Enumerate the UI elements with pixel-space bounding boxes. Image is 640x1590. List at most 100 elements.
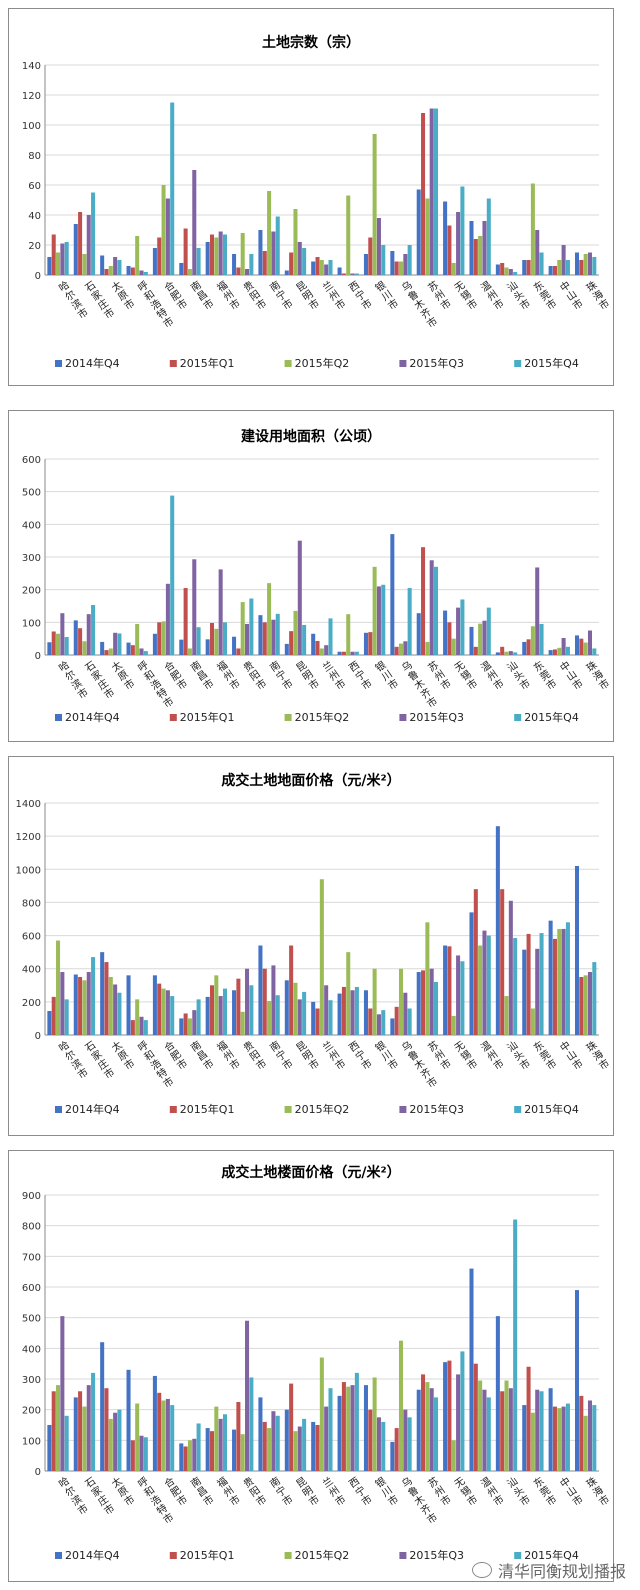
legend-swatch [169,1552,177,1559]
x-tick-label: 南昌市 [188,658,216,692]
x-tick-label: 南宁市 [267,658,295,692]
bar [86,614,91,655]
bar [429,560,434,655]
legend-label: 2015年Q1 [180,1548,235,1562]
x-tick-label: 南宁市 [267,278,295,312]
bar [126,975,131,1035]
legend-label: 2015年Q4 [524,1548,579,1562]
bar [478,236,483,275]
bar [394,1428,399,1471]
legend-swatch [399,360,407,367]
bar [192,1010,197,1035]
y-tick-label: 400 [22,965,41,976]
x-tick-label: 兰州市 [320,658,348,692]
legend-label: 2014年Q4 [65,1548,120,1562]
x-tick-label: 昆明市 [294,659,322,693]
bar [165,583,170,655]
bar [245,1320,250,1471]
bar [460,961,465,1035]
y-tick-label: 0 [35,1031,41,1042]
bar [574,865,580,1035]
bar [240,233,245,275]
bar [262,622,267,655]
x-tick-label: 温州市 [479,1475,507,1509]
bar [456,1374,461,1471]
bar [398,643,404,655]
bar [130,645,135,655]
x-tick-label: 银川市 [373,1474,401,1508]
y-tick-label: 60 [28,181,41,192]
bar [565,922,570,1035]
bar [561,1406,566,1471]
x-tick-label: 汕头市 [505,659,533,693]
x-tick-label: 南宁市 [267,1038,295,1072]
y-tick-label: 100 [22,121,41,132]
legend-swatch [399,1552,407,1559]
bar [478,945,483,1035]
legend-swatch [284,360,292,367]
bar [390,251,395,275]
bar [311,633,316,655]
bar [157,1392,162,1471]
bar [187,1018,192,1035]
bar [522,641,527,655]
legend-swatch [284,714,292,721]
bar [113,632,118,655]
bar [165,990,170,1035]
bar [403,641,408,655]
bar [447,622,452,655]
bar [311,1001,316,1035]
bar [56,252,61,275]
y-tick-label: 500 [22,488,41,499]
bar [86,215,91,275]
legend-label: 2015年Q4 [524,356,579,370]
bar [209,985,215,1035]
bar [513,1219,518,1471]
x-tick-label: 合肥市 [162,1038,190,1072]
bar [486,935,491,1035]
bar [73,620,78,655]
bar [275,995,280,1035]
wechat-icon [471,1562,492,1578]
x-tick-label: 无锡市 [453,660,480,693]
x-tick-label: 太原市 [109,658,137,692]
bar [552,1406,557,1471]
chart-construction-area: 建设用地面积（公顷）0100200300400500600哈尔滨市石家庄市太原市… [22,428,612,724]
bar [341,986,346,1035]
bar [407,1417,412,1471]
bar [60,243,65,275]
bar [271,1411,276,1471]
bar [508,651,513,655]
bar [535,567,540,655]
bar [376,218,381,275]
y-tick-label: 1000 [16,865,41,876]
bar [354,651,359,655]
bar [179,1018,184,1035]
x-tick-label: 兰州市 [320,1038,348,1072]
bar [500,263,505,275]
x-tick-label: 贵阳市 [241,278,269,312]
bar [482,930,487,1035]
bar [232,254,237,275]
bar [56,1385,61,1471]
bar [508,269,513,275]
bar [416,972,421,1035]
bar [346,952,351,1035]
bar [275,613,280,655]
bar [165,198,170,275]
bar [64,637,69,655]
x-tick-label: 贵阳市 [241,658,269,692]
bar [249,254,254,275]
bar [245,968,250,1035]
x-tick-label: 银川市 [373,278,401,312]
bar [152,1375,157,1471]
legend-swatch [284,1552,292,1559]
bar [289,252,294,275]
x-tick-label: 东莞市 [531,278,559,312]
bar [302,991,307,1035]
bar [561,928,566,1035]
bar [447,225,452,275]
bar [495,652,500,655]
bar [398,968,404,1035]
bar [473,889,478,1035]
